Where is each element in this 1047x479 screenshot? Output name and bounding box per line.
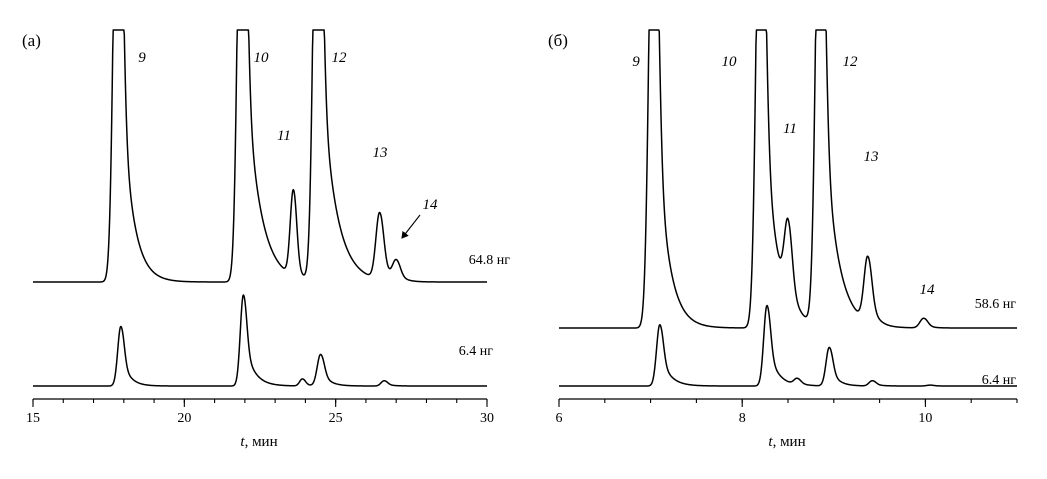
panel-label: (б) bbox=[548, 31, 568, 50]
peak-number-label: 9 bbox=[138, 50, 146, 66]
x-axis-ticks: 15 20 25 30 bbox=[26, 399, 494, 426]
x-axis-title: t, мин bbox=[768, 434, 805, 450]
trace-labels-group: 64.8 нг 6.4 нг bbox=[459, 253, 510, 359]
x-tick-label: 20 bbox=[177, 411, 191, 426]
x-axis-var: t bbox=[240, 434, 245, 450]
x-axis-unit: , мин bbox=[245, 434, 278, 450]
trace-label: 6.4 нг bbox=[982, 373, 1016, 388]
peak-labels-group: 9 10 11 12 13 14 bbox=[632, 54, 935, 298]
x-axis-unit: , мин bbox=[773, 434, 806, 450]
x-tick-label: 6 bbox=[556, 411, 563, 426]
peak-number-label: 13 bbox=[864, 149, 879, 165]
traces-group bbox=[32, 29, 488, 387]
x-tick-label: 8 bbox=[739, 411, 746, 426]
chromatogram-trace bbox=[558, 29, 1018, 329]
peak-number-label: 10 bbox=[254, 50, 270, 66]
peak-number-label: 12 bbox=[332, 50, 348, 66]
traces-group bbox=[558, 29, 1018, 387]
x-tick-label: 30 bbox=[480, 411, 494, 426]
chromatogram-trace bbox=[32, 29, 488, 283]
x-axis-title: t, мин bbox=[240, 434, 277, 450]
peak-number-label: 14 bbox=[920, 282, 936, 298]
panel-a: (а) 9 10 11 12 13 14 64.8 нг 6.4 нг 15 20 25 30 t… bbox=[22, 29, 510, 450]
peak-labels-group: 9 10 11 12 13 14 bbox=[138, 50, 439, 239]
peak-number-label: 9 bbox=[632, 54, 640, 70]
peak-number-label: 10 bbox=[722, 54, 738, 70]
trace-labels-group: 58.6 нг 6.4 нг bbox=[975, 297, 1016, 388]
x-axis-ticks: 6 8 10 bbox=[556, 399, 1018, 426]
trace-label: 6.4 нг bbox=[459, 344, 493, 359]
x-tick-label: 25 bbox=[329, 411, 343, 426]
x-tick-label: 15 bbox=[26, 411, 40, 426]
trace-label: 58.6 нг bbox=[975, 297, 1016, 312]
chromatogram-trace bbox=[558, 304, 1018, 387]
chromatogram-trace bbox=[32, 294, 488, 387]
peak-pointer-arrow bbox=[401, 214, 421, 239]
panel-label: (а) bbox=[22, 31, 41, 50]
peak-number-label: 12 bbox=[843, 54, 859, 70]
peak-number-label: 14 bbox=[423, 197, 439, 213]
trace-label: 64.8 нг bbox=[469, 253, 510, 268]
peak-number-label: 13 bbox=[373, 145, 388, 161]
x-axis-var: t bbox=[768, 434, 773, 450]
peak-number-label: 11 bbox=[277, 128, 291, 144]
peak-number-label: 11 bbox=[783, 121, 797, 137]
x-tick-label: 10 bbox=[918, 411, 932, 426]
panel-b: (б) 9 10 11 12 13 14 58.6 нг 6.4 нг 6 8 10 t, ми… bbox=[548, 29, 1018, 450]
